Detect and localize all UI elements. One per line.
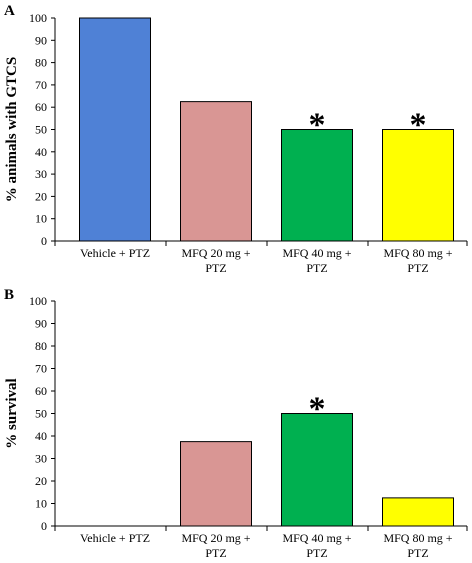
panel-b-y-tick-label: 60 [35,384,47,398]
panel-a-category-label: PTZ [407,261,428,275]
panel-a-letter: A [4,3,15,19]
panel-a-category-label: PTZ [205,261,226,275]
panel-a-y-tick-label: 30 [35,167,47,181]
panel-b-y-axis-label: % survival [4,378,20,448]
panel-a-y-tick-label: 70 [35,78,47,92]
panel-a-y-tick-label: 60 [35,100,47,114]
panel-b-significance-star: * [309,391,326,428]
panel-a-category-label: MFQ 20 mg + [181,246,250,260]
panel-a-bar-3 [281,129,353,242]
panel-b-y-tick-label: 40 [35,429,47,443]
panel-b-bar-2 [180,441,252,527]
panel-a-y-tick-label: 90 [35,33,47,47]
panel-a-y-tick-label: 10 [35,212,47,226]
panel-b-category-label: PTZ [306,546,327,560]
panel-a-category-label: MFQ 80 mg + [383,246,452,260]
panel-a-y-tick-label: 40 [35,145,47,159]
panel-b-y-tick-label: 70 [35,362,47,376]
panel-a-y-tick-label: 80 [35,56,47,70]
panel-a-category-label: MFQ 40 mg + [282,246,351,260]
panel-b-category-label: PTZ [205,546,226,560]
panel-a-y-tick-label: 50 [35,123,47,137]
panel-a-bar-4 [382,129,454,242]
panel-b-y-tick-label: 90 [35,317,47,331]
panel-a-y-axis-label: % animals with GTCS [4,57,20,202]
panel-b-category-label: Vehicle + PTZ [80,531,150,545]
panel-b-y-tick-label: 20 [35,474,47,488]
panel-b-y-tick-label: 0 [41,519,47,533]
panel-a-y-tick-label: 0 [41,234,47,248]
panel-b-y-tick-label: 80 [35,339,47,353]
panel-b-category-label: MFQ 40 mg + [282,531,351,545]
panel-b-bar-3 [281,413,353,527]
panel-b-y-tick-label: 30 [35,452,47,466]
panel-b-category-label: MFQ 80 mg + [383,531,452,545]
panel-a-significance-star: * [410,107,427,144]
panel-a-category-label: PTZ [306,261,327,275]
panel-a-bar-1 [79,17,151,242]
panel-b-y-tick-label: 10 [35,497,47,511]
panel-b-y-tick-label: 100 [29,294,47,308]
panel-b-y-tick-label: 50 [35,407,47,421]
panel-a-bar-2 [180,101,252,242]
panel-a-category-label: Vehicle + PTZ [80,246,150,260]
panel-a-y-tick-label: 100 [29,11,47,25]
panel-a-y-tick-label: 20 [35,189,47,203]
panel-a-significance-star: * [309,107,326,144]
panel-b-category-label: PTZ [407,546,428,560]
panel-b-bar-4 [382,497,454,527]
panel-b-category-label: MFQ 20 mg + [181,531,250,545]
panel-b-letter: B [4,287,14,303]
